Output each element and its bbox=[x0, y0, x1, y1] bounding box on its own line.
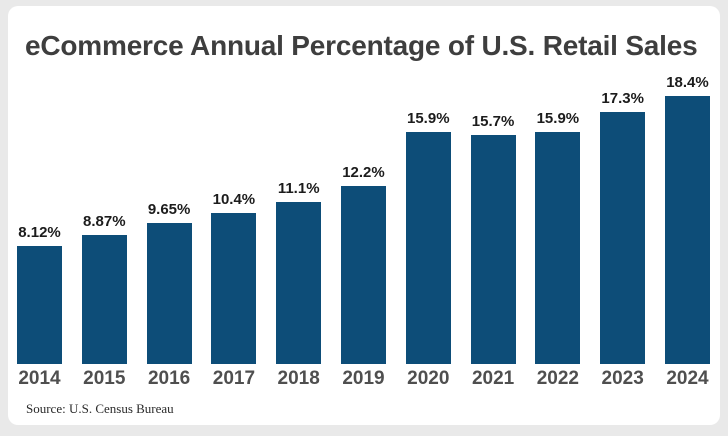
bar bbox=[17, 245, 62, 364]
x-axis-label: 2018 bbox=[277, 368, 320, 389]
bar bbox=[600, 112, 646, 364]
x-axis-label: 2016 bbox=[147, 368, 191, 389]
x-axis-label: 2023 bbox=[601, 368, 644, 389]
bar-column: 15.9% 2020 bbox=[405, 110, 451, 389]
bar-value-label: 9.65% bbox=[147, 201, 191, 219]
bar-chart: 8.12% 2014 8.87% 2015 9.65% 2016 10.4% 2017 11.1… bbox=[17, 74, 710, 389]
bar-column: 18.4% 2024 bbox=[664, 74, 710, 389]
bar-value-label: 15.7% bbox=[471, 113, 515, 131]
bar-value-label: 12.2% bbox=[342, 164, 385, 182]
bar bbox=[211, 212, 257, 364]
x-axis-label: 2020 bbox=[407, 368, 450, 389]
bar-value-label: 18.4% bbox=[666, 74, 709, 91]
bar-column: 17.3% 2023 bbox=[600, 90, 646, 389]
x-axis-label: 2024 bbox=[666, 368, 709, 389]
bar-column: 9.65% 2016 bbox=[146, 201, 192, 389]
x-axis-label: 2021 bbox=[471, 368, 515, 389]
bar-value-label: 10.4% bbox=[212, 190, 256, 208]
bar bbox=[146, 223, 192, 364]
x-axis-label: 2014 bbox=[18, 368, 61, 389]
bar-column: 8.87% 2015 bbox=[81, 212, 127, 389]
bar-value-label: 11.1% bbox=[277, 180, 320, 198]
bar bbox=[470, 135, 516, 364]
bar-value-label: 15.9% bbox=[536, 110, 580, 128]
x-axis-label: 2017 bbox=[212, 368, 256, 389]
x-axis-label: 2022 bbox=[536, 368, 580, 389]
bar-column: 12.2% 2019 bbox=[340, 164, 386, 389]
bar bbox=[81, 234, 127, 364]
bar-column: 8.12% 2014 bbox=[17, 224, 62, 389]
bar bbox=[340, 186, 386, 364]
bar bbox=[276, 202, 322, 364]
x-axis-label: 2015 bbox=[83, 368, 126, 389]
bar bbox=[405, 132, 451, 364]
bar-column: 11.1% 2018 bbox=[276, 180, 322, 389]
bar-value-label: 8.12% bbox=[18, 223, 61, 241]
bar-value-label: 8.87% bbox=[83, 212, 126, 230]
bar-column: 10.4% 2017 bbox=[211, 190, 257, 389]
bar-value-label: 17.3% bbox=[601, 90, 644, 107]
bar-column: 15.9% 2022 bbox=[535, 110, 581, 389]
bar bbox=[664, 96, 710, 364]
x-axis-label: 2019 bbox=[342, 368, 385, 389]
bar-value-label: 15.9% bbox=[407, 110, 450, 128]
chart-card: eCommerce Annual Percentage of U.S. Reta… bbox=[8, 6, 720, 425]
chart-title: eCommerce Annual Percentage of U.S. Reta… bbox=[25, 30, 698, 61]
bar bbox=[535, 132, 581, 364]
source-note: Source: U.S. Census Bureau bbox=[26, 401, 174, 416]
bar-column: 15.7% 2021 bbox=[470, 113, 516, 389]
